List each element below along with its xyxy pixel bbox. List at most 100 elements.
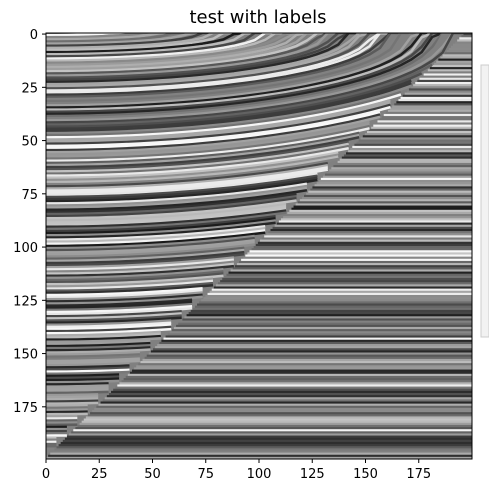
- image-row-left: [46, 33, 464, 116]
- image-row-left: [46, 105, 391, 148]
- image-row-left: [46, 250, 245, 265]
- image-row-left: [46, 323, 172, 331]
- image-row-right: [354, 143, 472, 147]
- image-row-left: [46, 327, 172, 335]
- image-row-right: [352, 145, 472, 149]
- image-row-left: [46, 399, 99, 403]
- image-row-right: [211, 288, 472, 292]
- image-row-left: [46, 406, 88, 410]
- image-row-left: [46, 33, 464, 103]
- image-row-left: [46, 33, 464, 101]
- image-row-left: [46, 189, 308, 212]
- image-row-left: [46, 382, 109, 386]
- image-row-right: [291, 207, 472, 211]
- image-row-right: [375, 122, 472, 125]
- image-row-right: [276, 222, 472, 225]
- image-row-right: [264, 235, 472, 238]
- image-row-left: [46, 243, 255, 258]
- image-row-right: [373, 124, 472, 128]
- image-row-right: [337, 160, 472, 164]
- image-row-right: [381, 116, 472, 119]
- image-row-left: [46, 270, 224, 282]
- image-row-right: [262, 237, 472, 240]
- image-row-left: [46, 357, 140, 363]
- y-tick-label: 25: [21, 81, 38, 96]
- image-row-left: [46, 33, 464, 54]
- image-row-right: [176, 324, 472, 328]
- image-row-right: [306, 192, 472, 196]
- x-tick-label: 150: [353, 467, 378, 482]
- image-row-left: [46, 319, 172, 327]
- image-row-right: [226, 273, 472, 277]
- image-row-right: [197, 303, 472, 306]
- image-row-right: [161, 339, 472, 343]
- image-row-left: [46, 404, 88, 408]
- image-row-left: [46, 229, 266, 246]
- image-row-right: [205, 294, 472, 298]
- image-row-right: [50, 452, 472, 456]
- image-row-right: [207, 292, 472, 296]
- image-row-right: [232, 267, 472, 270]
- image-row-left: [46, 332, 161, 339]
- image-row-right: [190, 309, 472, 313]
- image-row-left: [46, 362, 130, 367]
- image-row-right: [54, 448, 472, 451]
- image-row-left: [46, 33, 464, 58]
- image-row-left: [46, 33, 464, 124]
- image-row-left: [46, 348, 151, 354]
- image-row-right: [119, 382, 472, 385]
- image-row-right: [69, 433, 472, 436]
- image-row-right: [448, 47, 472, 51]
- image-row-left: [46, 115, 381, 154]
- image-row-left: [46, 33, 464, 39]
- colorbar: [480, 64, 489, 338]
- image-row-right: [224, 275, 472, 279]
- image-row-left: [46, 98, 391, 141]
- image-row-right: [52, 450, 472, 453]
- image-row-left: [46, 302, 193, 312]
- image-row-right: [220, 280, 472, 283]
- image-row-right: [182, 318, 472, 321]
- image-row-left: [46, 330, 161, 337]
- image-row-left: [46, 133, 360, 167]
- image-row-left: [46, 136, 360, 169]
- image-row-left: [46, 304, 193, 314]
- image-row-left: [46, 176, 318, 201]
- image-row-right: [274, 224, 472, 228]
- image-row-left: [46, 384, 109, 388]
- image-row-left: [46, 194, 297, 216]
- image-row-left: [46, 199, 297, 220]
- image-row-right: [132, 369, 472, 372]
- image-row-right: [230, 269, 472, 272]
- image-row-right: [199, 301, 472, 304]
- image-row-left: [46, 182, 308, 205]
- image-row-right: [85, 416, 472, 419]
- image-row-right: [270, 228, 472, 232]
- image-row-left: [46, 33, 464, 105]
- image-row-right: [266, 233, 472, 236]
- image-row-right: [455, 41, 472, 44]
- image-row-right: [129, 371, 472, 375]
- image-row-right: [148, 352, 472, 355]
- image-row-right: [215, 284, 472, 287]
- image-row-left: [46, 151, 339, 180]
- image-row-left: [46, 33, 464, 122]
- x-tick-label: 100: [247, 467, 272, 482]
- image-row-right: [398, 99, 472, 102]
- x-tick-label: 125: [300, 467, 325, 482]
- image-row-right: [348, 150, 472, 153]
- image-row-right: [301, 197, 472, 200]
- image-row-right: [111, 390, 472, 394]
- image-row-right: [463, 33, 472, 36]
- image-row-left: [46, 298, 193, 307]
- image-row-left: [46, 231, 266, 248]
- image-row-left: [46, 103, 391, 146]
- image-row-left: [46, 202, 287, 222]
- image-row-left: [46, 178, 318, 203]
- image-row-right: [394, 103, 472, 106]
- image-row-right: [438, 58, 472, 61]
- x-tick-label: 0: [42, 467, 50, 482]
- image-row-left: [46, 33, 464, 43]
- image-row-right: [358, 139, 472, 142]
